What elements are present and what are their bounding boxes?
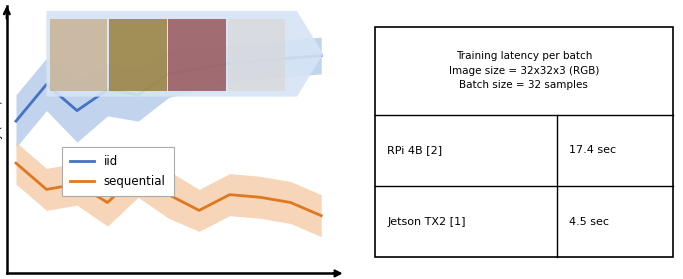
sequential xyxy=(42,188,51,191)
FancyBboxPatch shape xyxy=(109,19,167,91)
Line: sequential: sequential xyxy=(16,163,321,216)
iid xyxy=(256,59,264,62)
iid xyxy=(165,72,173,76)
sequential xyxy=(256,196,264,199)
sequential xyxy=(195,209,204,212)
Text: RPi 4B [2]: RPi 4B [2] xyxy=(387,145,443,155)
FancyBboxPatch shape xyxy=(227,19,285,91)
iid xyxy=(134,93,142,97)
sequential xyxy=(225,193,234,196)
sequential xyxy=(165,193,173,196)
Line: iid: iid xyxy=(16,56,321,121)
iid xyxy=(317,54,325,57)
iid xyxy=(195,67,204,70)
FancyBboxPatch shape xyxy=(50,19,107,91)
Y-axis label: Unsupervised clustering
accuracy (ACC): Unsupervised clustering accuracy (ACC) xyxy=(0,76,3,203)
sequential xyxy=(103,201,111,204)
Text: Training latency per batch
Image size = 32x32x3 (RGB)
Batch size = 32 samples: Training latency per batch Image size = … xyxy=(449,51,599,90)
iid xyxy=(42,83,51,86)
Text: 17.4 sec: 17.4 sec xyxy=(569,145,616,155)
sequential xyxy=(134,172,142,175)
Polygon shape xyxy=(46,11,323,97)
sequential xyxy=(12,162,20,165)
Legend: iid, sequential: iid, sequential xyxy=(62,147,173,196)
sequential xyxy=(317,214,325,217)
iid xyxy=(12,119,20,123)
FancyBboxPatch shape xyxy=(168,19,226,91)
iid xyxy=(73,109,81,112)
sequential xyxy=(287,201,295,204)
Bar xyxy=(375,27,673,257)
iid xyxy=(103,88,111,91)
iid xyxy=(287,56,295,60)
Text: 4.5 sec: 4.5 sec xyxy=(569,217,609,227)
sequential xyxy=(73,182,81,186)
Text: Jetson TX2 [1]: Jetson TX2 [1] xyxy=(387,217,466,227)
iid xyxy=(225,62,234,65)
